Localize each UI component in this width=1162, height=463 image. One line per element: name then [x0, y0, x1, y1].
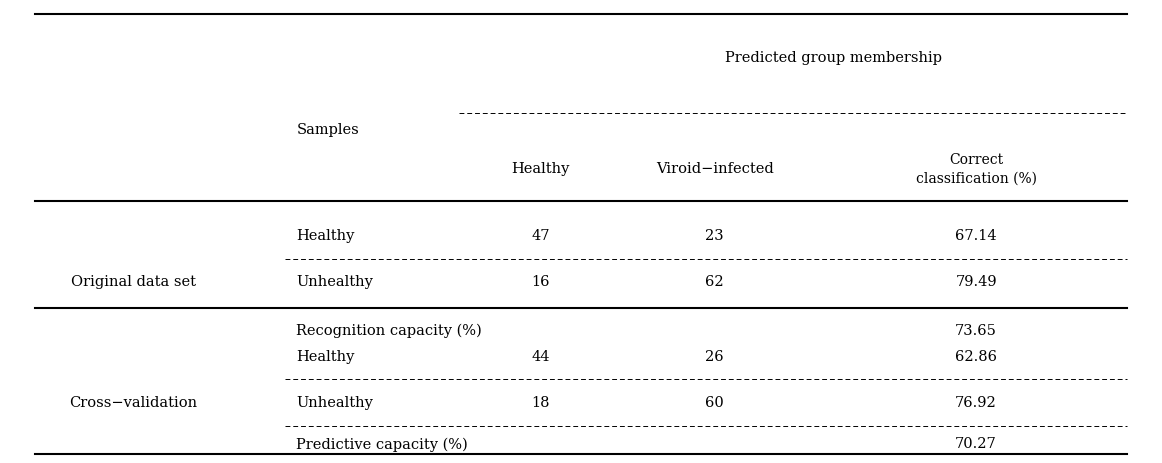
Text: Unhealthy: Unhealthy [296, 396, 373, 410]
Text: Predicted group membership: Predicted group membership [725, 51, 942, 65]
Text: Cross−validation: Cross−validation [70, 396, 198, 410]
Text: 26: 26 [705, 350, 724, 363]
Text: 67.14: 67.14 [955, 229, 997, 243]
Text: Correct
classification (%): Correct classification (%) [916, 153, 1037, 185]
Text: 18: 18 [531, 396, 550, 410]
Text: 79.49: 79.49 [955, 275, 997, 289]
Text: 62.86: 62.86 [955, 350, 997, 363]
Text: Healthy: Healthy [296, 229, 354, 243]
Text: Unhealthy: Unhealthy [296, 275, 373, 289]
Text: 62: 62 [705, 275, 724, 289]
Text: Viroid−infected: Viroid−infected [655, 162, 774, 176]
Text: Samples: Samples [296, 123, 359, 137]
Text: 76.92: 76.92 [955, 396, 997, 410]
Text: 23: 23 [705, 229, 724, 243]
Text: 60: 60 [705, 396, 724, 410]
Text: 73.65: 73.65 [955, 324, 997, 338]
Text: Recognition capacity (%): Recognition capacity (%) [296, 324, 482, 338]
Text: Predictive capacity (%): Predictive capacity (%) [296, 437, 468, 452]
Text: 47: 47 [531, 229, 550, 243]
Text: 16: 16 [531, 275, 550, 289]
Text: Healthy: Healthy [296, 350, 354, 363]
Text: 44: 44 [531, 350, 550, 363]
Text: 70.27: 70.27 [955, 438, 997, 451]
Text: Healthy: Healthy [511, 162, 569, 176]
Text: Original data set: Original data set [71, 275, 196, 289]
